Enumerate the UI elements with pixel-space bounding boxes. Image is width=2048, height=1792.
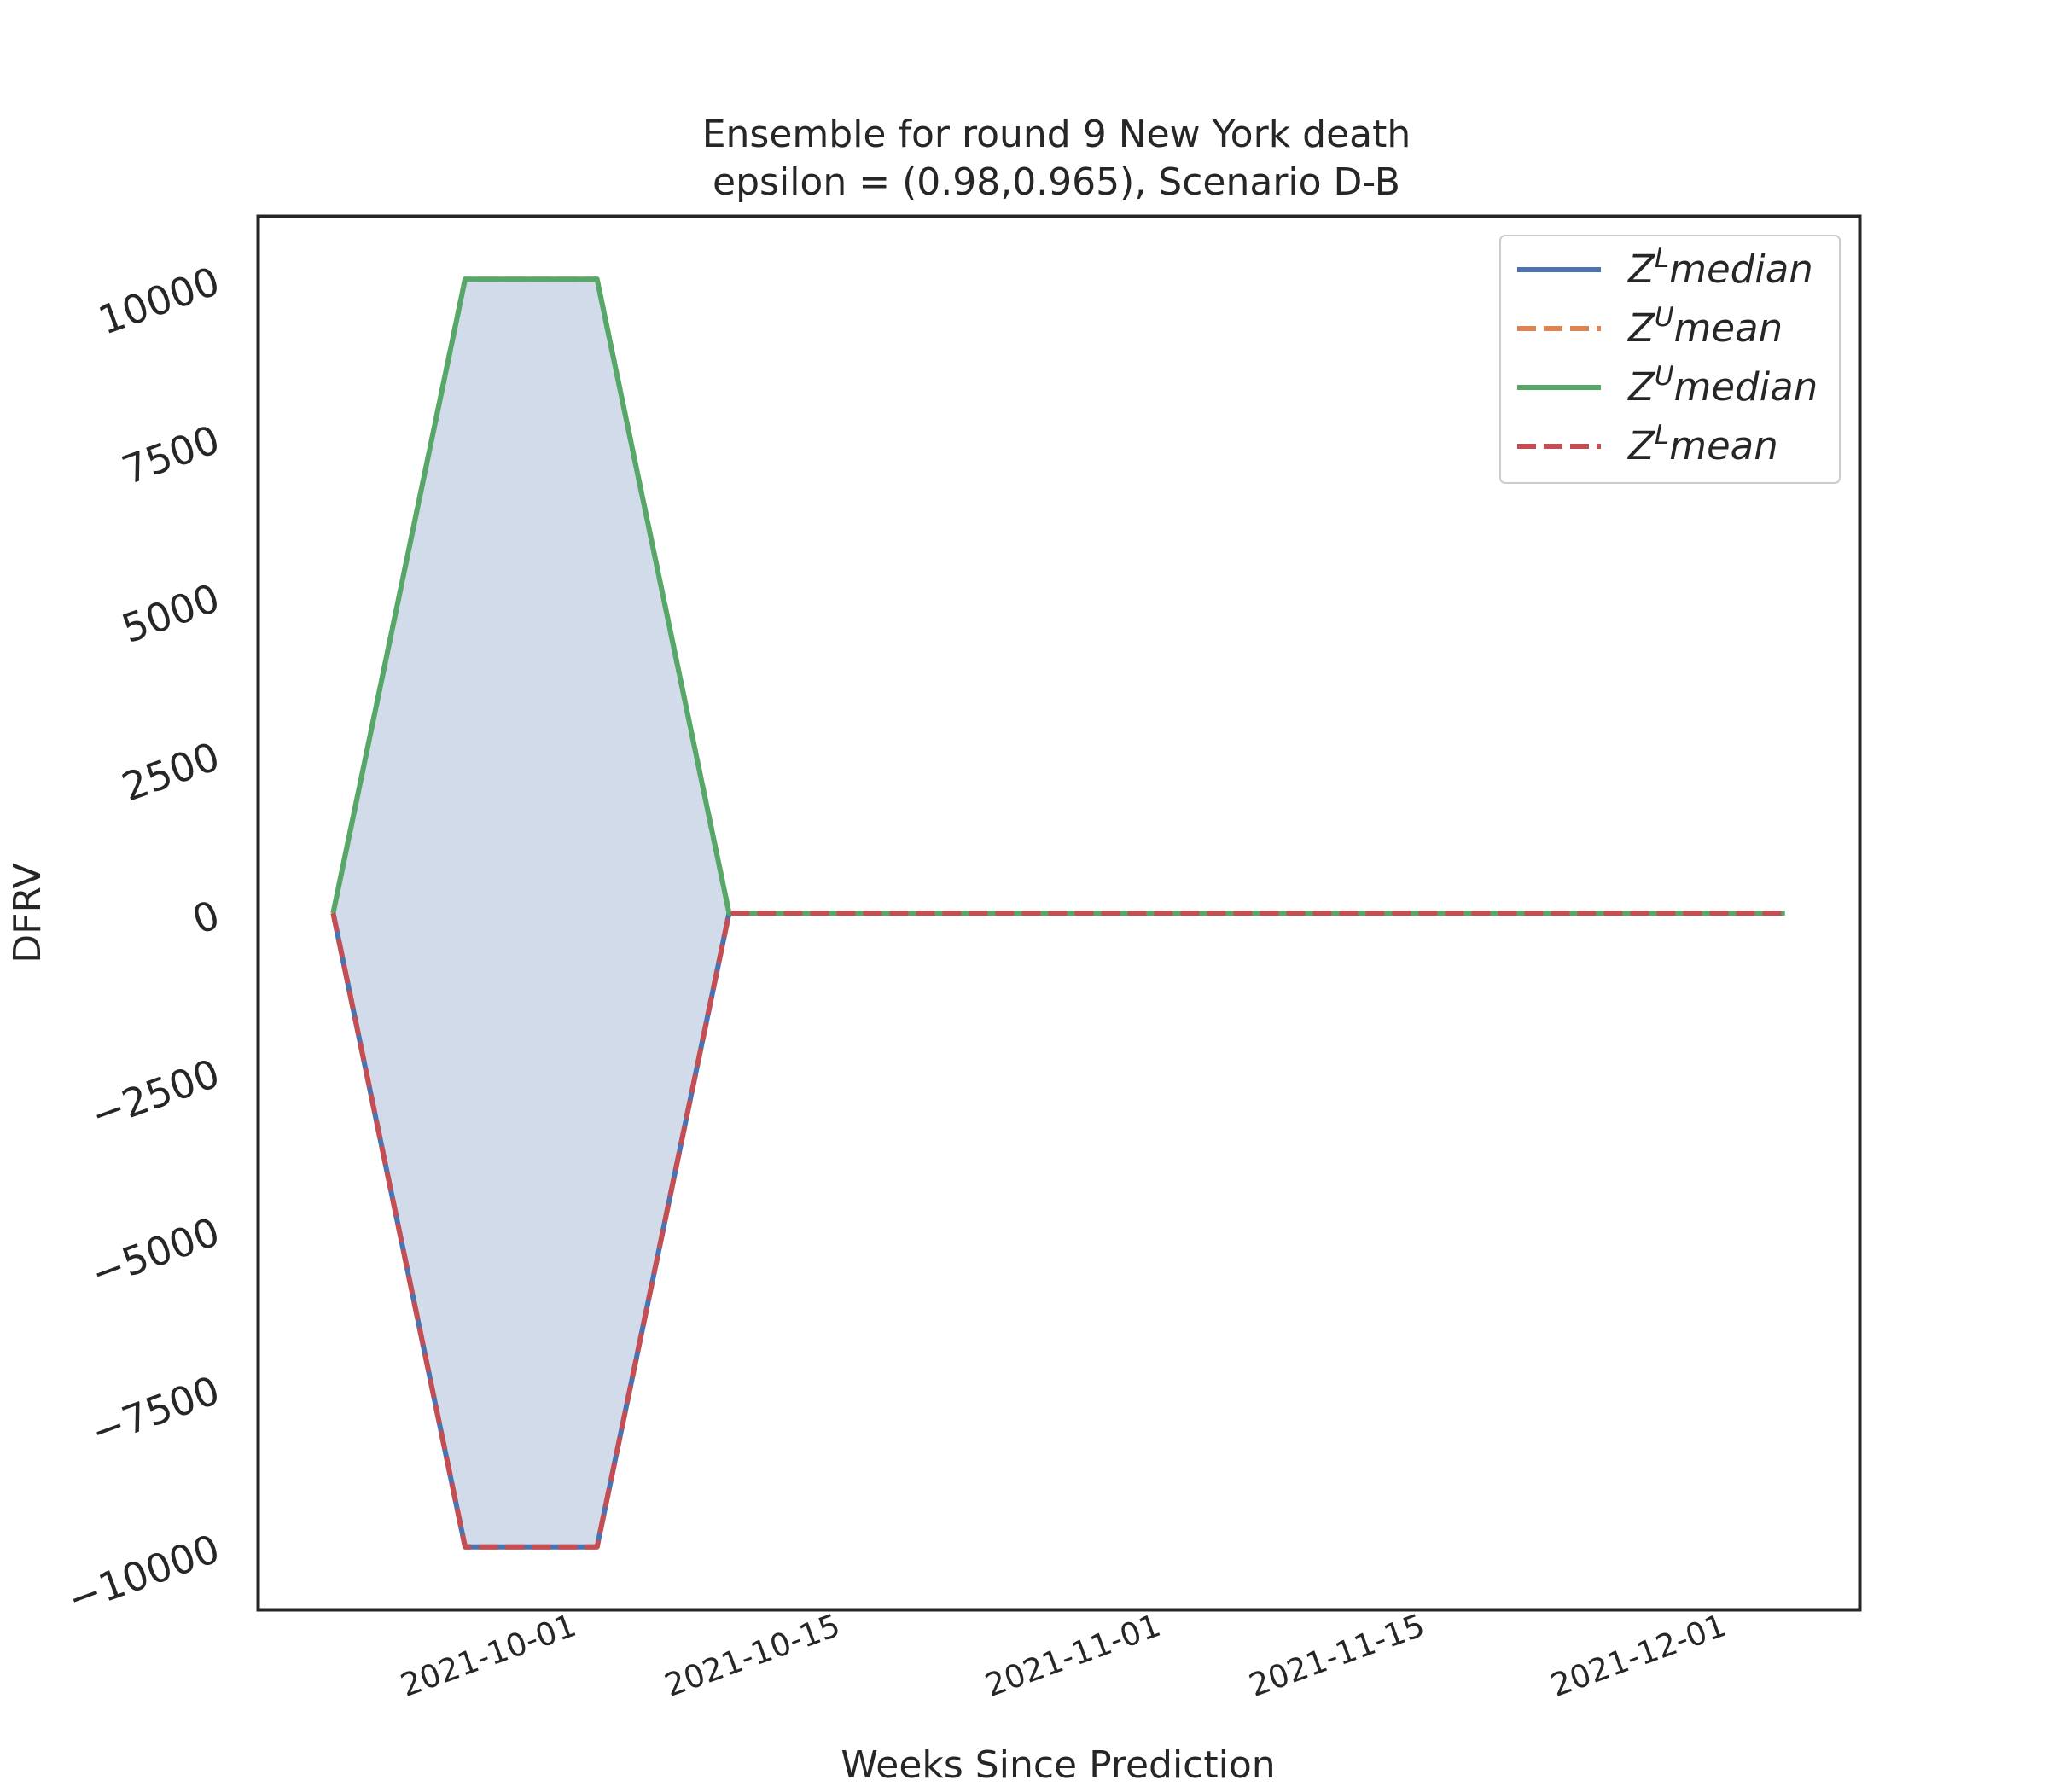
- confidence-band: [333, 279, 1785, 1547]
- plot-frame: [256, 214, 1862, 1612]
- legend-label-zu-median: ZUmedian: [1627, 361, 1818, 410]
- legend-label-zu-mean: ZUmean: [1627, 302, 1783, 351]
- x-axis-label: Weeks Since Prediction: [841, 1743, 1275, 1787]
- legend-label-zl-median: ZLmedian: [1627, 243, 1813, 292]
- legend-box: [1499, 235, 1841, 484]
- series-lines: [330, 276, 1785, 1550]
- legend-label-zl-mean: ZLmean: [1627, 420, 1778, 468]
- band-area: [333, 279, 1785, 1547]
- series-line-zl-mean: [330, 911, 1785, 1550]
- y-axis-label: DFRV: [6, 863, 49, 963]
- chart-subtitle: epsilon = (0.98,0.965), Scenario D-B: [713, 160, 1400, 204]
- chart-title: Ensemble for round 9 New York death: [702, 113, 1411, 156]
- legend: ZLmedian ZUmean ZUmedian ZLmean: [1499, 235, 1841, 484]
